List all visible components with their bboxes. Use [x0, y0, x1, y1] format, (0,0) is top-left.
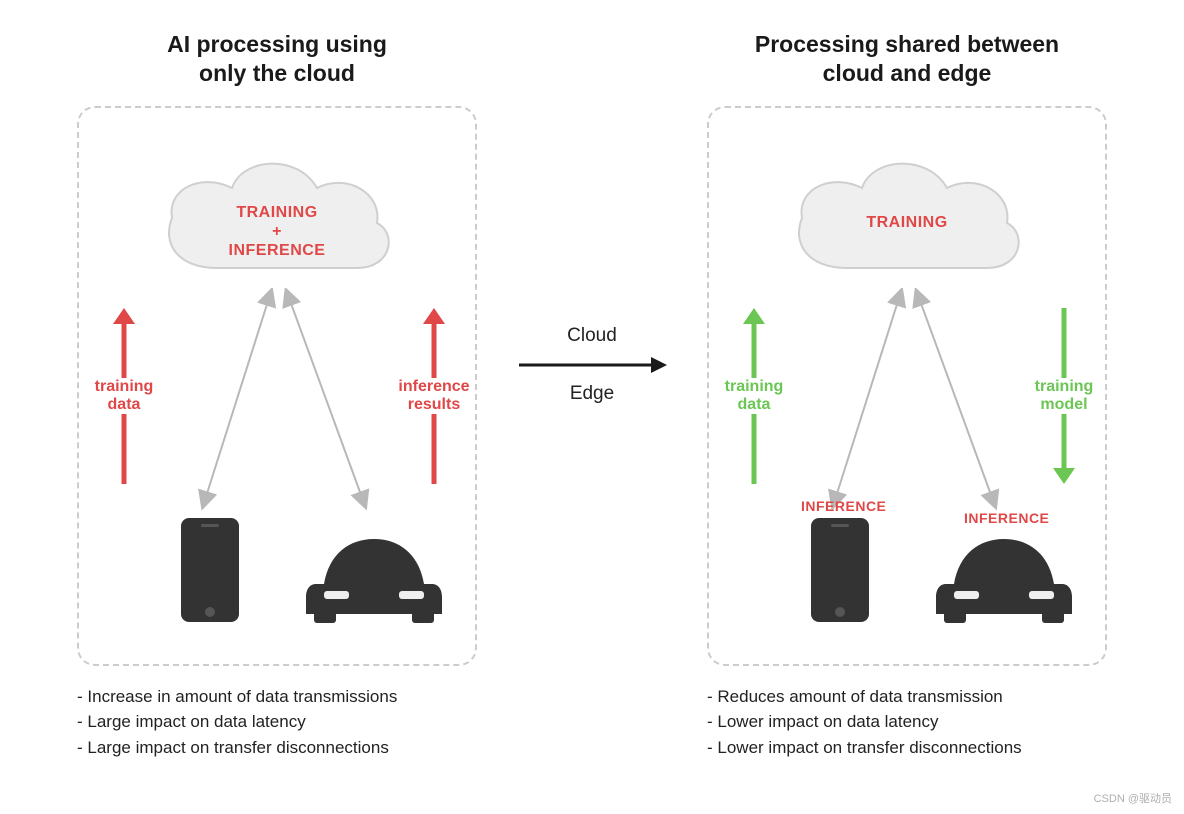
right-cloud-label: TRAINING: [777, 213, 1037, 232]
arrow-down-icon: [1049, 414, 1079, 484]
arrow-up-icon: [419, 308, 449, 378]
left-title-line2: only the cloud: [199, 60, 355, 86]
phone-icon: [179, 516, 241, 624]
arrow-right-icon: [517, 353, 667, 377]
left-title: AI processing using only the cloud: [167, 30, 387, 88]
left-cloud: TRAINING + INFERENCE: [147, 148, 407, 288]
right-down-arrow-green: training model: [1014, 308, 1114, 485]
center-bottom-label: Edge: [570, 383, 614, 405]
right-title-line2: cloud and edge: [823, 60, 992, 86]
car-icon: [304, 529, 444, 624]
bullet: Lower impact on data latency: [707, 709, 1107, 735]
phone-icon: [809, 516, 871, 624]
car-icon: [934, 529, 1074, 624]
bullet: Large impact on transfer disconnections: [77, 735, 477, 761]
arrow-stem-icon: [739, 414, 769, 484]
right-title: Processing shared between cloud and edge: [755, 30, 1059, 88]
gray-bid-arrows: [799, 288, 1019, 518]
left-up-arrow-green: training data: [704, 308, 804, 485]
left-cloud-label: TRAINING + INFERENCE: [147, 203, 407, 261]
right-box: TRAINING training data: [707, 106, 1107, 666]
bullet: Large impact on data latency: [77, 709, 477, 735]
arrow-label: training data: [95, 378, 154, 415]
center-top-label: Cloud: [567, 325, 617, 347]
arrow-label: training data: [725, 378, 784, 415]
diagram-root: AI processing using only the cloud TRAIN…: [47, 30, 1137, 760]
center-connector: Cloud Edge: [507, 325, 677, 405]
left-title-line1: AI processing using: [167, 31, 387, 57]
left-box: TRAINING + INFERENCE training data: [77, 106, 477, 666]
arrow-up-icon: [109, 308, 139, 378]
arrow-stem-icon: [1049, 308, 1079, 378]
car-inference-label: INFERENCE: [964, 510, 1049, 526]
watermark: CSDN @驱动员: [1094, 790, 1172, 806]
arrow-stem-icon: [109, 414, 139, 484]
right-panel: Processing shared between cloud and edge…: [677, 30, 1137, 760]
right-cloud: TRAINING: [777, 148, 1037, 288]
right-up-arrow-red: inference results: [384, 308, 484, 485]
right-bullets: Reduces amount of data transmission Lowe…: [707, 684, 1107, 761]
arrow-up-icon: [739, 308, 769, 378]
bullet: Reduces amount of data transmission: [707, 684, 1107, 710]
arrow-stem-icon: [419, 414, 449, 484]
bullet: Lower impact on transfer disconnections: [707, 735, 1107, 761]
gray-bid-arrows: [169, 288, 389, 518]
bullet: Increase in amount of data transmissions: [77, 684, 477, 710]
right-title-line1: Processing shared between: [755, 31, 1059, 57]
left-panel: AI processing using only the cloud TRAIN…: [47, 30, 507, 760]
phone-inference-label: INFERENCE: [801, 498, 886, 514]
left-bullets: Increase in amount of data transmissions…: [77, 684, 477, 761]
arrow-label: inference results: [398, 378, 469, 415]
left-up-arrow-red: training data: [74, 308, 174, 485]
arrow-label: training model: [1035, 378, 1094, 415]
